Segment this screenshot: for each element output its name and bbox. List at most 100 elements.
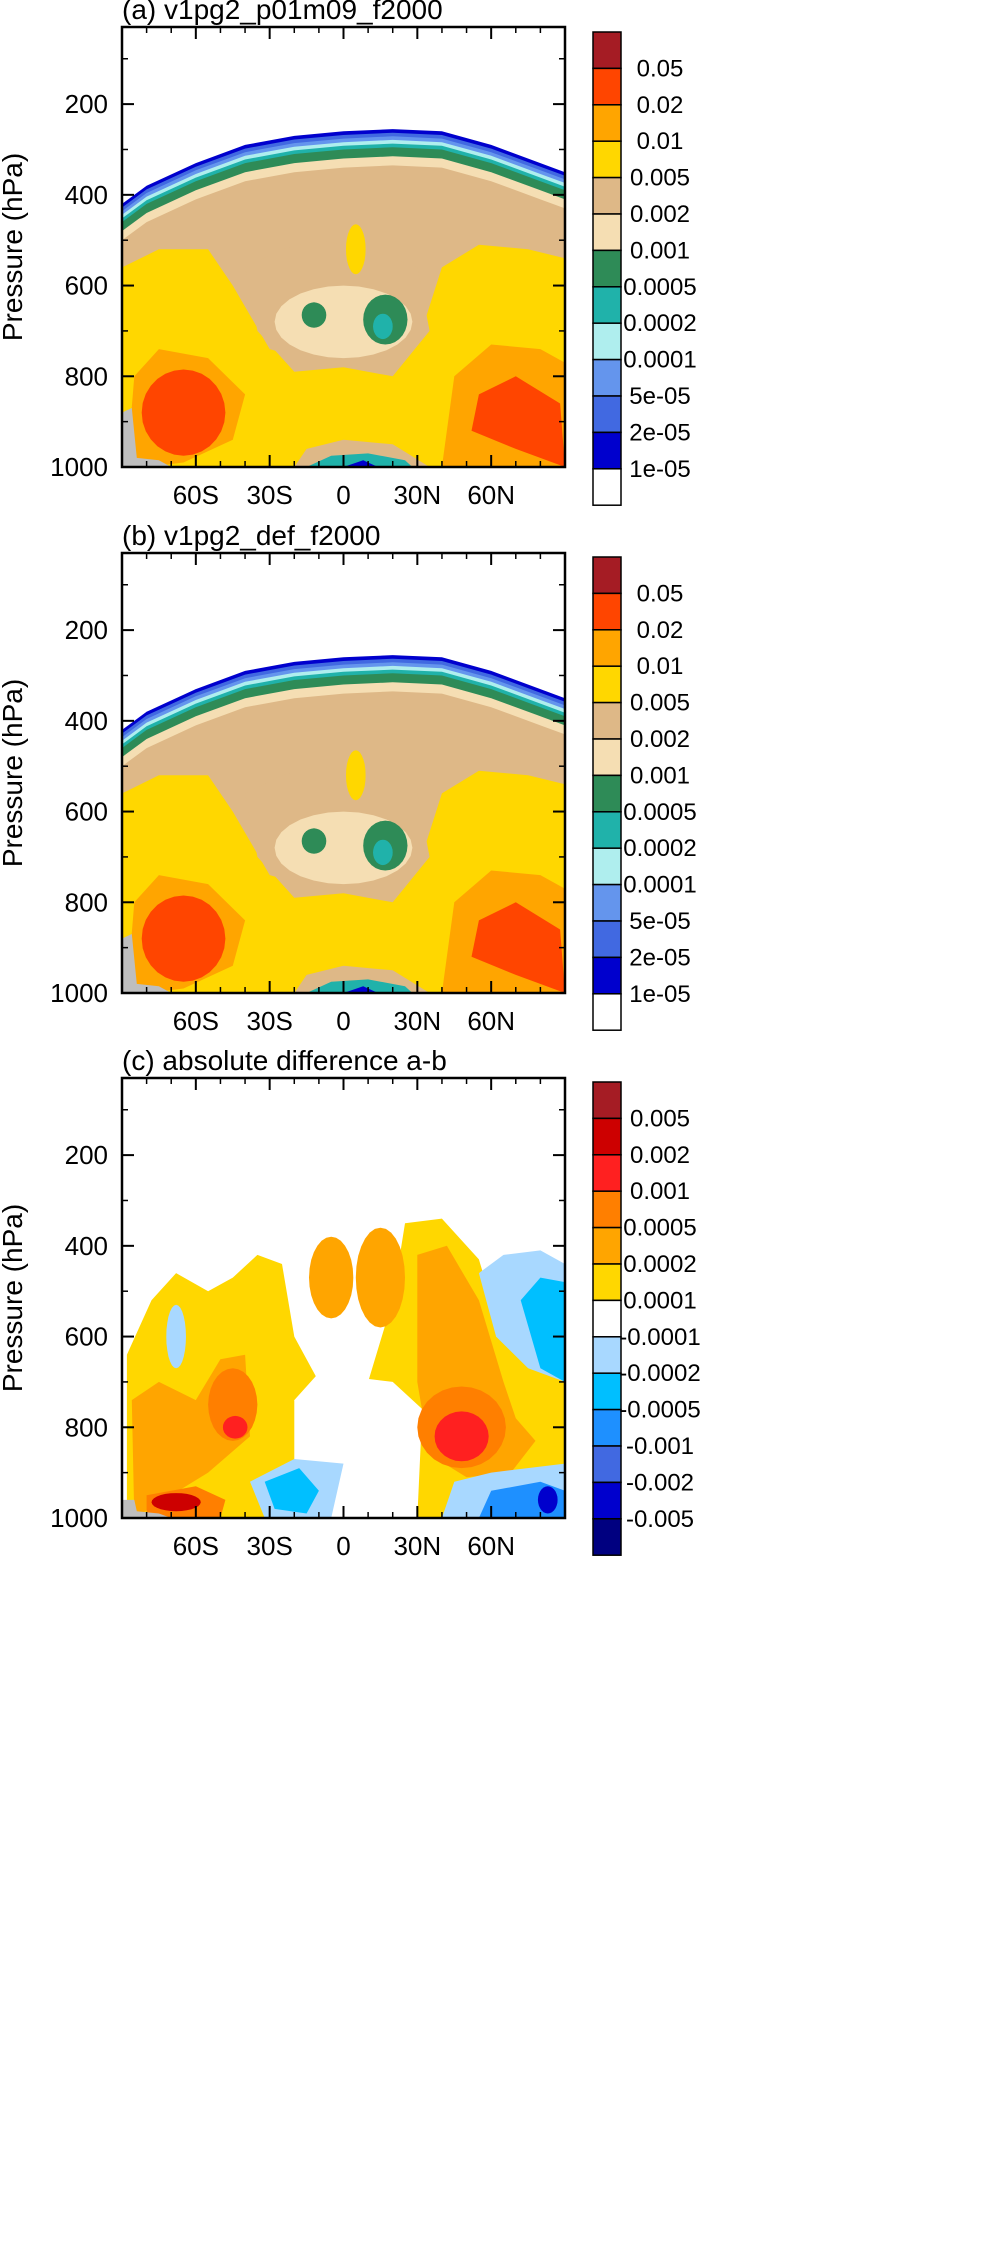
colorbar-swatch: [592, 1336, 622, 1374]
colorbar: 0.05 0.02 0.01 0.005 0.002 0.001 0.0005 0.0002 0…: [592, 31, 697, 506]
y-tick-label: 800: [65, 1412, 108, 1442]
colorbar-label: 0.001: [630, 237, 690, 264]
colorbar-swatch: [592, 1081, 622, 1120]
colorbar-swatch: [592, 592, 622, 631]
colorbar-label: 0.0002: [623, 310, 696, 337]
x-tick-label: 60S: [173, 480, 219, 510]
contour-region-19: [471, 376, 565, 467]
colorbar-label: -0.0001: [619, 1324, 700, 1351]
x-tick-label: 0: [336, 1006, 350, 1036]
colorbar-swatch: [592, 176, 622, 215]
colorbar-swatch: [592, 1226, 622, 1265]
panel-3: (c) absolute difference a-b Pressure (hPa…: [0, 1045, 701, 1561]
colorbar-swatch: [592, 1445, 622, 1484]
colorbar-swatch: [592, 213, 622, 252]
contour-region-23: [122, 934, 172, 993]
colorbar-swatch: [592, 1190, 622, 1229]
colorbar-swatch: [592, 1154, 622, 1192]
plot-area: [122, 553, 565, 993]
colorbar-swatch: [592, 956, 622, 995]
colorbar-swatch: [592, 774, 622, 813]
colorbar-label: 0.01: [637, 653, 684, 680]
colorbar-label: 0.02: [637, 92, 684, 119]
colorbar-swatch: [592, 1481, 622, 1520]
x-tick-label: 60N: [467, 1006, 515, 1036]
panel-title: (c) absolute difference a-b: [122, 1045, 447, 1076]
colorbar-label: 2e-05: [629, 944, 690, 971]
colorbar-label: 0.002: [630, 1142, 690, 1169]
colorbar-label: 0.0001: [623, 347, 696, 374]
contour-region-15: [373, 839, 393, 866]
colorbar-swatch: [592, 31, 622, 70]
colorbar-label: -0.002: [626, 1469, 694, 1496]
colorbar-swatch: [592, 286, 622, 324]
panel-1: (a) v1pg2_p01m09_f2000 Pressure (hPa) 200 4…: [0, 0, 697, 510]
colorbar-label: 0.001: [630, 762, 690, 789]
panel-title: (b) v1pg2_def_f2000: [122, 520, 380, 551]
y-tick-label: 400: [65, 706, 108, 736]
y-tick-label: 1000: [50, 1503, 108, 1533]
plot-area: [122, 1078, 565, 1518]
colorbar-swatch: [592, 1408, 622, 1447]
colorbar-swatch: [592, 847, 622, 886]
colorbar-label: 1e-05: [629, 456, 690, 483]
colorbar-swatch: [592, 1372, 622, 1411]
y-tick-label: 600: [65, 797, 108, 827]
x-tick-label: 60N: [467, 1531, 515, 1561]
colorbar-swatch: [592, 1117, 622, 1156]
colorbar-label: 0.01: [637, 128, 684, 155]
x-tick-label: 30S: [247, 1006, 293, 1036]
y-tick-label: 600: [65, 1322, 108, 1352]
y-axis-label: Pressure (hPa): [0, 153, 28, 341]
y-tick-label: 200: [65, 1140, 108, 1170]
colorbar-label: 1e-05: [629, 981, 690, 1008]
panel-2: (b) v1pg2_def_f2000 Pressure (hPa) 200 400 6…: [0, 520, 697, 1036]
x-tick-label: 30N: [393, 1531, 441, 1561]
colorbar-label: 0.005: [630, 690, 690, 717]
colorbar-label: 0.0001: [623, 1287, 696, 1314]
colorbar-swatch: [592, 67, 622, 106]
contour-region-13: [301, 828, 327, 854]
colorbar-label: 5e-05: [629, 383, 690, 410]
x-tick-label: 30N: [393, 1006, 441, 1036]
contour-region-23: [122, 408, 172, 467]
colorbar-swatch: [592, 1299, 622, 1338]
contour-region-5: [355, 1227, 405, 1328]
x-tick-label: 0: [336, 1531, 350, 1561]
x-tick-label: 60S: [173, 1006, 219, 1036]
colorbar-swatch: [592, 629, 622, 667]
colorbar-label: 0.05: [637, 580, 684, 607]
contour-region-19: [471, 902, 565, 993]
x-tick-label: 0: [336, 480, 350, 510]
x-tick-label: 30S: [247, 480, 293, 510]
contour-region-11: [346, 750, 366, 801]
colorbar-label: -0.001: [626, 1433, 694, 1460]
colorbar-swatch: [592, 920, 622, 959]
colorbar-swatch: [592, 322, 622, 361]
colorbar-label: 0.005: [630, 165, 690, 192]
contour-region-12: [151, 1493, 201, 1512]
colorbar-label: 5e-05: [629, 908, 690, 935]
contour-region-22: [343, 986, 378, 993]
colorbar-label: 0.0005: [623, 1215, 696, 1242]
contour-region-13: [301, 302, 327, 328]
colorbar-swatch: [592, 104, 622, 142]
contour-region-10: [222, 1415, 248, 1439]
colorbar-label: 0.0002: [623, 1251, 696, 1278]
x-tick-label: 30N: [393, 480, 441, 510]
contour-region-17: [141, 895, 226, 982]
plot-area: [122, 27, 565, 467]
colorbar-swatch: [592, 1263, 622, 1302]
y-axis-label: Pressure (hPa): [0, 1204, 28, 1392]
colorbar-swatch: [592, 665, 622, 704]
contour-region-16: [264, 1468, 319, 1514]
y-tick-label: 800: [65, 887, 108, 917]
contour-region-21: [122, 1499, 172, 1518]
colorbar: 0.005 0.002 0.001 0.0005 0.0002 0.0001 -0.0001…: [592, 1081, 701, 1556]
y-tick-label: 200: [65, 89, 108, 119]
colorbar-label: 2e-05: [629, 419, 690, 446]
colorbar-swatch: [592, 738, 622, 777]
colorbar-label: 0.0002: [623, 835, 696, 862]
colorbar-swatch: [592, 249, 622, 288]
